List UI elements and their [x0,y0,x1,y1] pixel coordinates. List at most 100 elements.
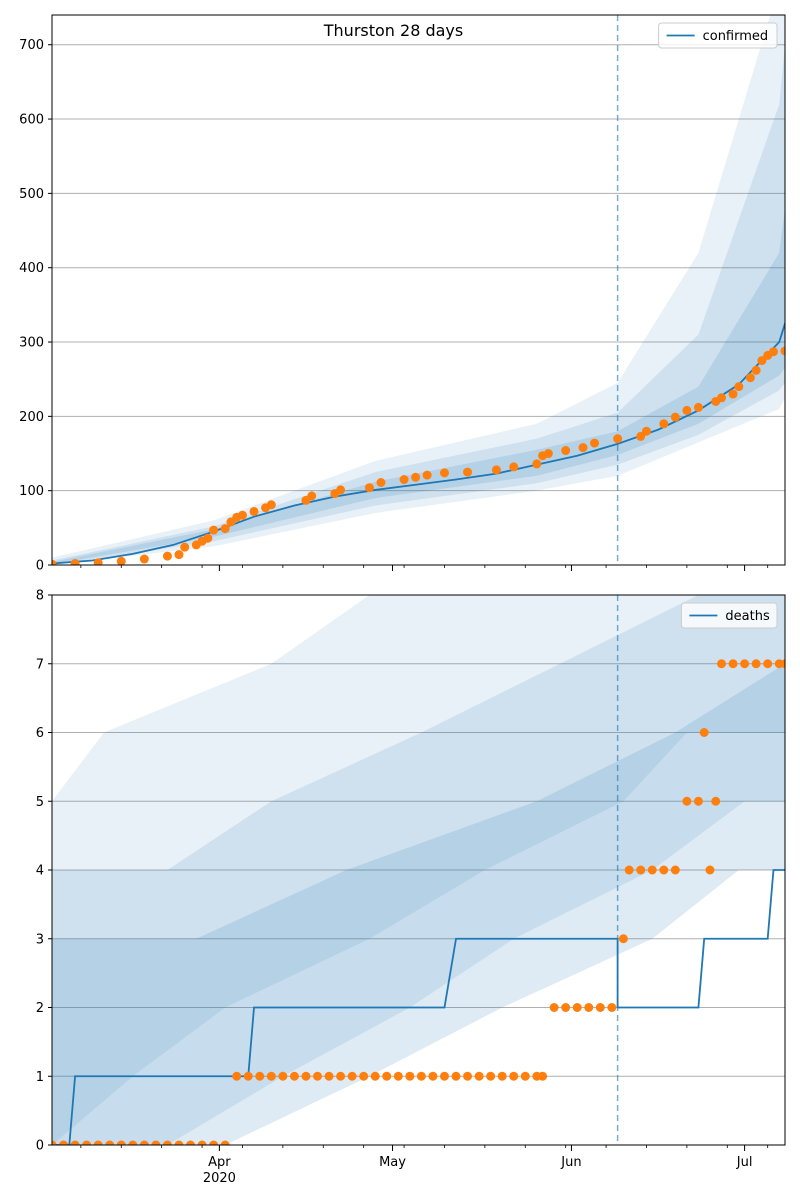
observed-point [474,1071,484,1081]
observed-point [717,659,727,669]
observed-point [162,1140,172,1145]
observed-point [659,419,669,429]
y-tick-label: 500 [19,187,44,202]
observed-point [399,475,409,485]
observed-point [105,1140,115,1145]
observed-point [578,443,588,453]
y-tick-label: 8 [36,589,44,604]
axes-frame [51,14,786,566]
observed-point [463,1071,473,1081]
observed-point [336,1071,346,1081]
observed-point [301,1071,311,1081]
observed-point [751,659,761,669]
observed-point [463,467,473,477]
legend-label: confirmed [703,29,769,44]
observed-point [682,405,692,415]
observed-point [151,1140,161,1145]
observed-point [532,459,542,469]
observed-point [203,533,213,543]
observed-point [266,500,276,510]
y-tick-label: 700 [19,38,44,53]
observed-point [439,1071,449,1081]
observed-point [359,1071,369,1081]
observed-point [520,1071,530,1081]
y-tick-label: 0 [36,1139,44,1154]
observed-point [370,1071,380,1081]
observed-point [376,478,386,487]
observed-point [549,1003,559,1012]
y-tick-label: 0 [36,559,44,574]
observed-point [237,510,247,520]
observed-point [768,347,778,357]
observed-point [728,659,738,669]
observed-point [52,1140,57,1145]
observed-point [186,1140,196,1145]
observed-point [249,506,259,516]
x-tick-label: Apr [208,1155,231,1170]
observed-point [670,412,680,422]
y-tick-label: 5 [36,795,44,810]
observed-point [422,470,432,480]
observed-point [364,483,374,493]
observed-point [670,865,680,875]
x-tick-label: May [379,1155,406,1170]
observed-point [428,1071,438,1081]
y-tick-label: 3 [36,932,44,947]
uncertainty-band [52,595,785,1145]
legend-box [658,22,778,49]
observed-point [486,1071,496,1081]
observed-point [561,446,571,456]
y-tick-label: 100 [19,484,44,499]
observed-point [324,1071,334,1081]
observed-point [693,796,703,806]
x-tick-label: Jul [736,1155,753,1170]
observed-point [745,373,755,383]
observed-point [711,796,721,806]
observed-point [220,524,230,534]
observed-point [607,1003,617,1012]
y-tick-label: 400 [19,261,44,276]
observed-point [209,1140,219,1145]
observed-point [209,525,219,535]
observed-point [561,1003,571,1012]
legend-box [680,602,778,629]
observed-point [93,558,103,565]
observed-point [70,559,80,565]
observed-point [416,1071,426,1081]
observed-point [636,431,646,441]
observed-point [682,796,692,806]
observed-point [618,934,628,944]
observed-point [590,438,600,448]
observed-point [180,542,190,552]
observed-point [197,1140,207,1145]
observed-point [116,556,126,565]
observed-point [497,1071,507,1081]
y-tick-label: 1 [36,1070,44,1085]
observed-point [162,551,172,561]
observed-point [613,434,623,444]
observed-point [59,1140,69,1145]
observed-point [641,426,651,436]
median-line [52,869,785,1145]
y-tick-label: 200 [19,410,44,425]
observed-point [717,393,727,403]
x-tick-sublabel: 2020 [203,1171,236,1186]
observed-point [659,865,669,875]
observed-point [289,1071,299,1081]
observed-point [139,1140,149,1145]
observed-point [728,389,738,399]
observed-point [509,1071,519,1081]
observed-point [572,1003,582,1012]
observed-point [699,728,709,737]
median-line [52,321,785,565]
observed-point [509,462,519,472]
observed-point [584,1003,594,1012]
observed-point [780,659,785,669]
observed-point [174,550,184,560]
observed-point [405,1071,415,1081]
observed-point [693,402,703,412]
observed-point [393,1071,403,1081]
observed-point [636,865,646,875]
